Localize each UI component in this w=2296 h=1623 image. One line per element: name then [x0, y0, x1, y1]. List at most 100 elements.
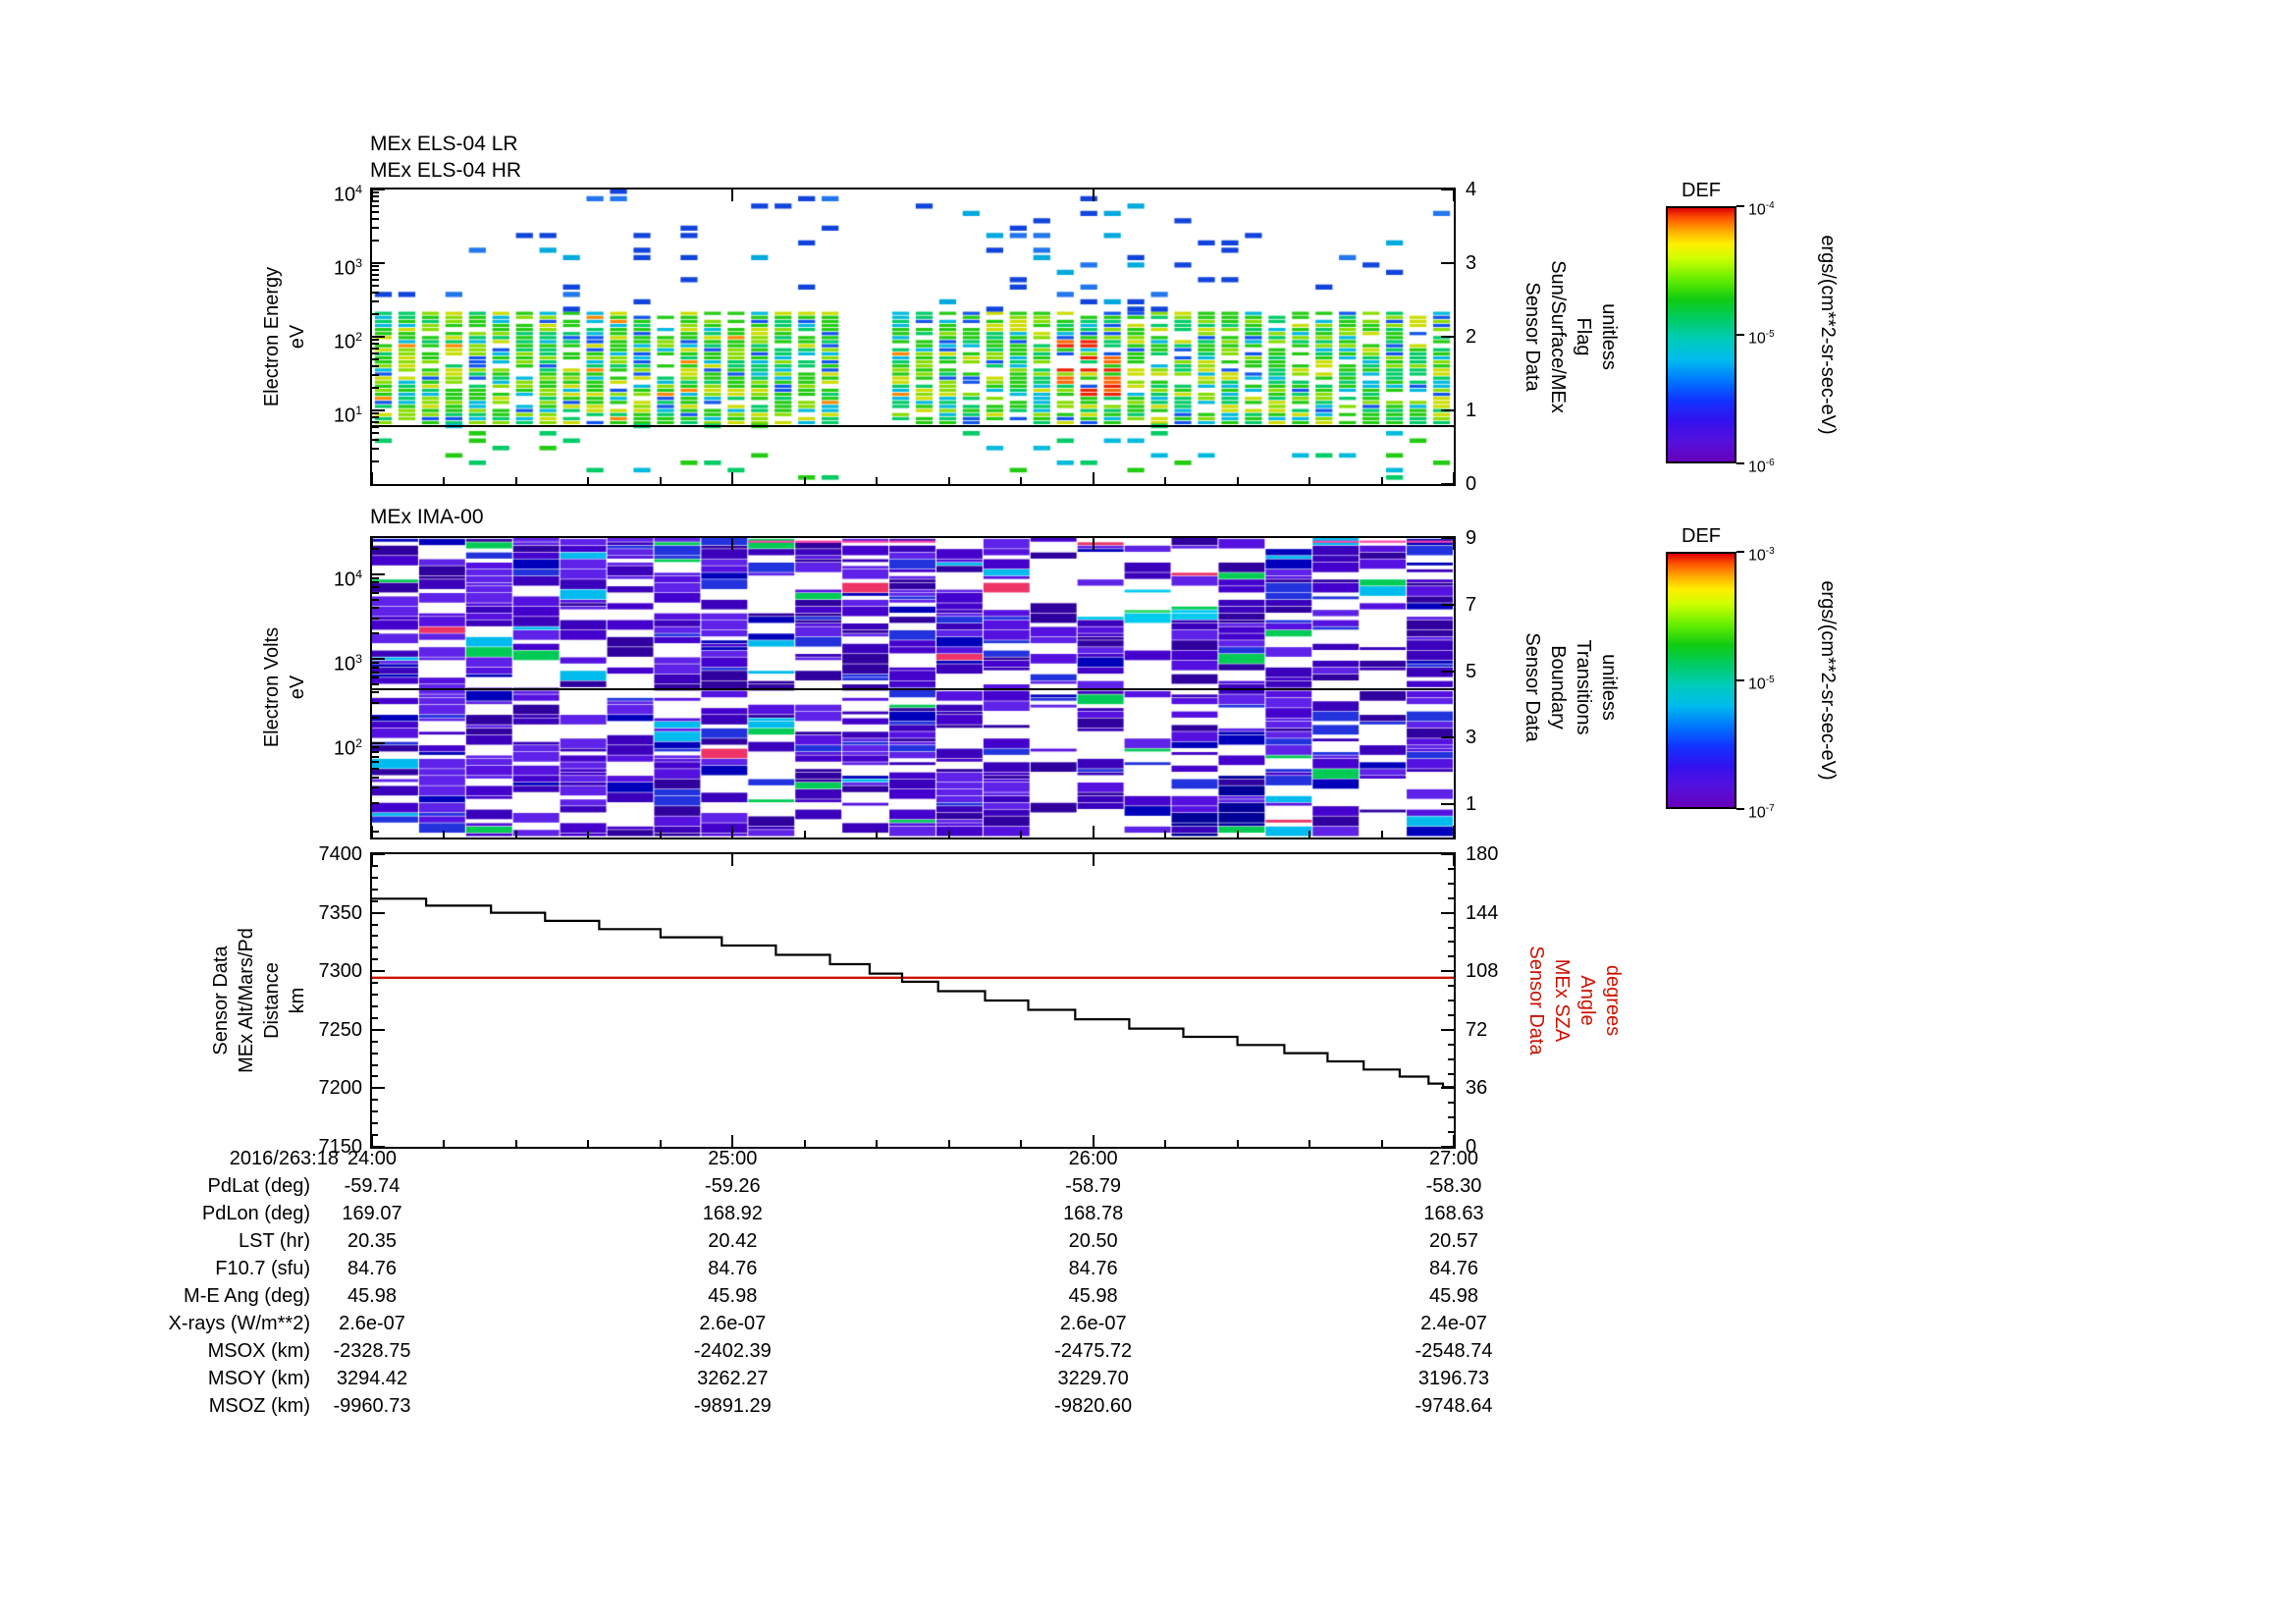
axis-tick	[947, 831, 950, 838]
axis-tick	[1736, 551, 1744, 553]
els-ytick-label: 101	[333, 404, 362, 427]
axis-tick	[372, 357, 379, 360]
axis-tick	[372, 339, 379, 342]
axis-tick	[1448, 882, 1454, 885]
axis-tick	[1164, 477, 1167, 484]
metadata-value: 45.98	[1068, 1285, 1118, 1307]
axis-tick	[372, 970, 385, 973]
axis-tick	[372, 742, 385, 745]
axis-tick	[731, 189, 734, 201]
metadata-value: 3196.73	[1417, 1368, 1490, 1389]
axis-tick	[372, 947, 378, 949]
axis-tick	[1441, 853, 1454, 855]
colorbar2-units-label: ergs/(cm**2-sr-sec-eV)	[1815, 464, 1841, 896]
axis-tick	[1448, 896, 1454, 899]
axis-tick	[372, 888, 378, 891]
els-flag-tick-label: 3	[1466, 252, 1477, 274]
time-tick-label: 25:00	[708, 1148, 758, 1169]
axis-tick	[371, 538, 373, 550]
axis-tick	[514, 1140, 517, 1147]
altitude-line	[372, 897, 1454, 1089]
axis-tick	[372, 347, 379, 350]
axis-tick	[1448, 941, 1454, 944]
axis-tick	[443, 1140, 446, 1147]
axis-tick	[514, 477, 517, 484]
axis-tick	[372, 958, 378, 961]
metadata-value: -2328.75	[333, 1340, 411, 1362]
axis-tick	[372, 786, 379, 789]
colorbar-tick-label: 10-6	[1748, 458, 1775, 476]
metadata-value: 2.6e-07	[1059, 1313, 1127, 1334]
sza-right-label-line: Angle	[1576, 975, 1598, 1026]
axis-tick	[372, 768, 379, 771]
colorbar2-title: DEF	[1682, 525, 1721, 547]
metadata-row-label: F10.7 (sfu)	[215, 1258, 310, 1279]
metadata-row-label: MSOX (km)	[207, 1340, 310, 1362]
axis-tick	[372, 448, 379, 451]
metadata-value: -2475.72	[1054, 1340, 1133, 1362]
axis-tick	[372, 1063, 378, 1066]
ima-right-tick-label: 1	[1466, 793, 1477, 816]
axis-tick	[372, 761, 379, 764]
axis-tick	[372, 911, 385, 914]
axis-tick	[372, 548, 379, 551]
axis-tick	[803, 1140, 806, 1147]
axis-tick	[1736, 679, 1744, 681]
time-tick-label: 26:00	[1068, 1148, 1118, 1169]
axis-tick	[587, 477, 590, 484]
sza-right-label-line: degrees	[1602, 964, 1624, 1037]
alt-ytick-label: 7200	[318, 1077, 363, 1100]
axis-tick	[372, 420, 379, 423]
ima-right-tick-label: 7	[1466, 593, 1477, 616]
axis-tick	[372, 204, 379, 207]
axis-tick	[372, 702, 379, 705]
axis-tick	[372, 189, 385, 190]
metadata-value: -58.79	[1065, 1175, 1122, 1197]
axis-tick	[372, 666, 379, 669]
axis-tick	[372, 438, 379, 441]
colorbar-tick-label: 10-7	[1748, 803, 1775, 822]
axis-tick	[372, 801, 379, 804]
metadata-value: -9820.60	[1054, 1395, 1133, 1417]
axis-tick	[371, 1135, 373, 1147]
axis-tick	[1453, 826, 1455, 838]
axis-tick	[1020, 477, 1023, 484]
metadata-value: 84.76	[347, 1258, 398, 1279]
axis-tick	[1020, 1140, 1023, 1147]
metadata-value: 168.92	[702, 1203, 763, 1224]
axis-tick	[372, 676, 379, 679]
colorbar-2	[1666, 552, 1736, 809]
metadata-value: 169.07	[342, 1203, 402, 1224]
axis-tick	[372, 374, 379, 377]
axis-tick	[1308, 831, 1311, 838]
metadata-row-label: PdLon (deg)	[201, 1203, 310, 1224]
axis-tick	[372, 717, 379, 720]
axis-tick	[1448, 1102, 1454, 1105]
metadata-value: 2.6e-07	[699, 1313, 767, 1334]
axis-tick	[1736, 205, 1744, 207]
axis-tick	[372, 683, 379, 686]
metadata-value: 20.35	[347, 1230, 398, 1252]
axis-tick	[372, 632, 379, 635]
axis-tick	[372, 262, 385, 264]
els-title-hr: MEx ELS-04 HR	[370, 159, 522, 182]
axis-tick	[1448, 867, 1454, 870]
axis-tick	[372, 343, 379, 346]
colorbar2-gradient	[1668, 554, 1735, 807]
axis-tick	[372, 416, 379, 419]
axis-tick	[1092, 189, 1095, 201]
metadata-row-label: MSOY (km)	[207, 1368, 310, 1389]
axis-tick	[372, 750, 379, 753]
altitude-sza-panel	[370, 852, 1456, 1149]
axis-tick	[1164, 831, 1167, 838]
metadata-value: -9748.64	[1415, 1395, 1493, 1417]
axis-tick	[372, 923, 378, 926]
metadata-value: 45.98	[1428, 1285, 1479, 1307]
axis-tick	[372, 831, 379, 834]
axis-tick	[1736, 462, 1744, 464]
axis-tick	[1448, 1000, 1454, 1001]
els-title-lr: MEx ELS-04 LR	[370, 133, 518, 155]
metadata-value: 3262.27	[697, 1368, 769, 1389]
axis-tick	[372, 431, 379, 434]
axis-tick	[372, 1028, 385, 1031]
